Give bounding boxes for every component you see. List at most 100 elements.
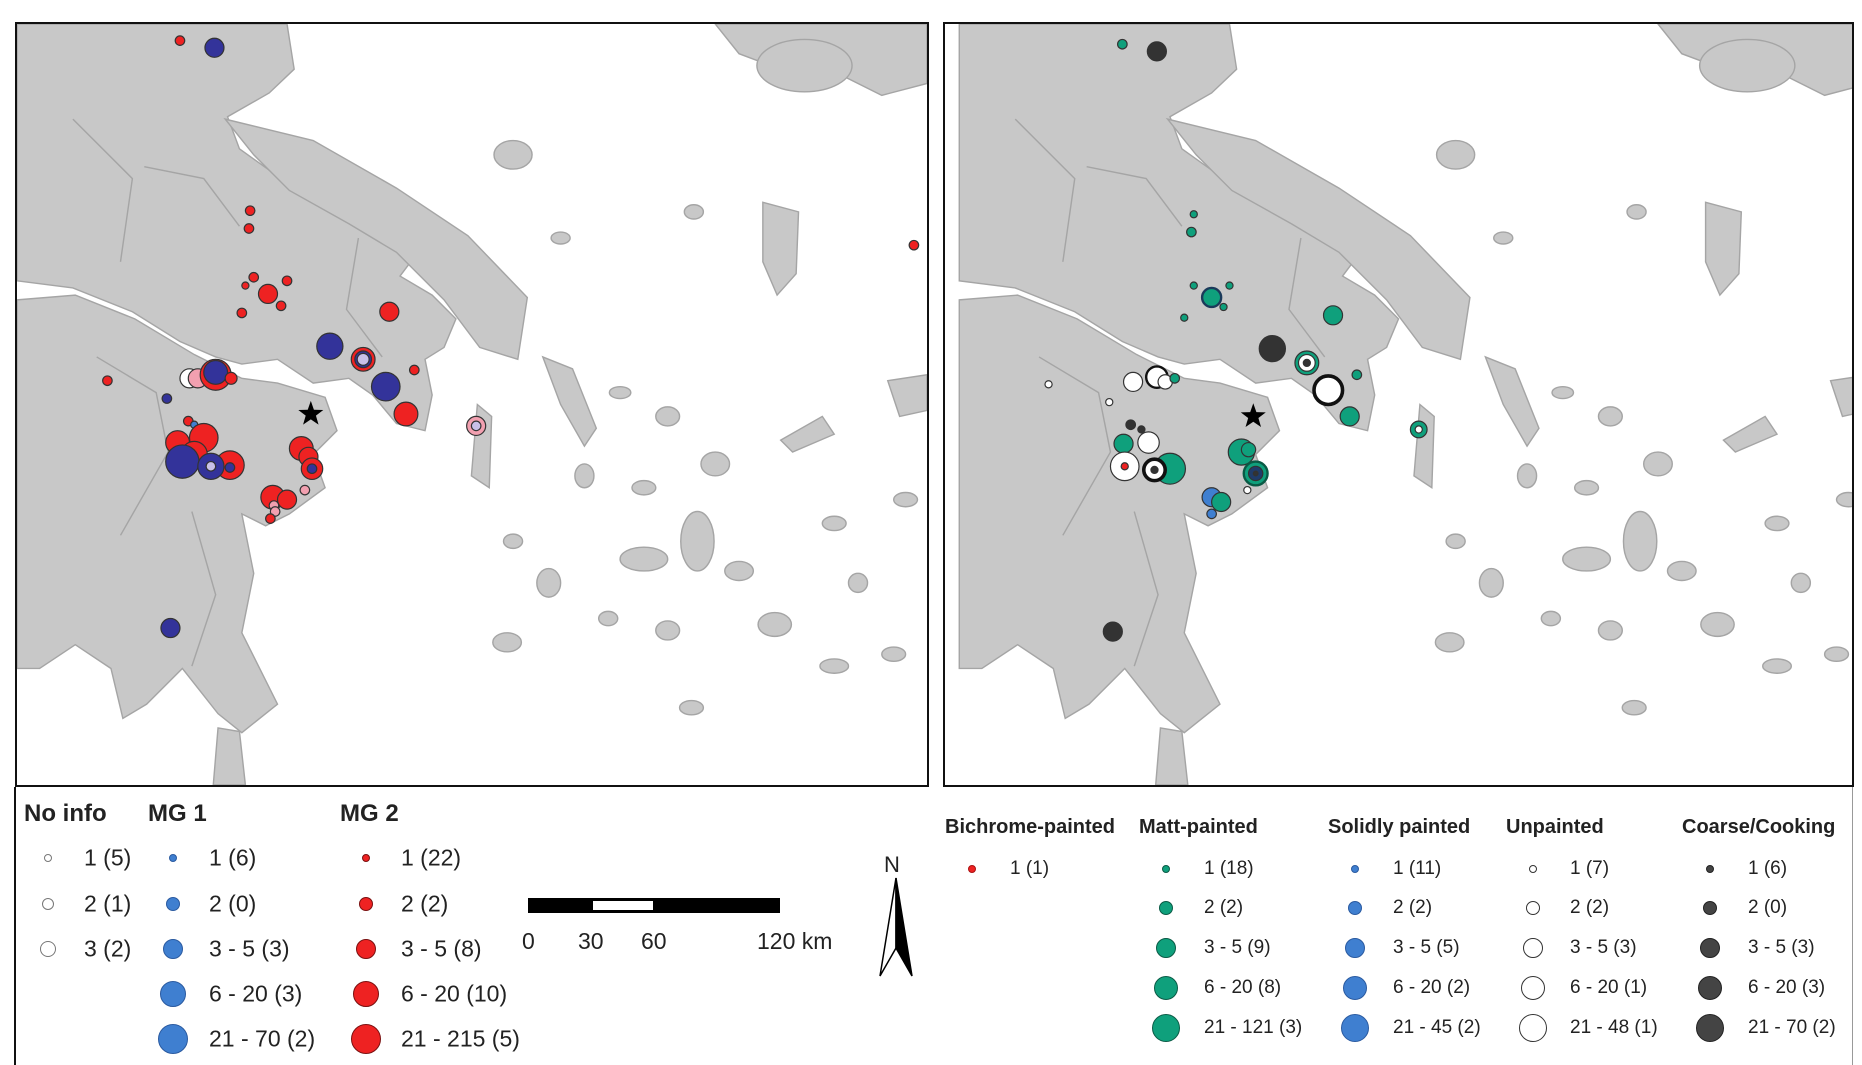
legend-label: 1 (5) <box>84 844 132 871</box>
legend-label: 2 (2) <box>1393 897 1433 918</box>
legend-label: 1 (6) <box>1748 858 1788 879</box>
legend-symbol <box>158 1024 188 1054</box>
site-marker <box>1258 334 1287 363</box>
site-marker <box>1137 431 1160 454</box>
legend-symbol <box>968 865 976 873</box>
legend-group-title: Matt-painted <box>1139 816 1258 838</box>
legend-symbol <box>1700 938 1720 958</box>
legend-label: 1 (22) <box>401 844 462 871</box>
legend-group-title: Coarse/Cooking <box>1682 816 1836 838</box>
site-marker <box>1312 374 1345 407</box>
legend-label: 3 - 5 (8) <box>401 935 482 962</box>
site-marker <box>224 462 236 473</box>
site-marker <box>241 281 250 290</box>
legend-symbol <box>1526 901 1540 915</box>
site-marker <box>379 301 400 322</box>
site-marker <box>908 239 920 251</box>
site-marker <box>1116 38 1128 50</box>
site-marker <box>1186 226 1197 238</box>
legend-symbol <box>1159 901 1173 915</box>
site-marker <box>1125 419 1137 431</box>
legend-label: 6 - 20 (8) <box>1204 977 1282 998</box>
legend-label: 6 - 20 (3) <box>1748 977 1826 998</box>
site-marker <box>205 460 217 472</box>
site-marker <box>1302 358 1312 368</box>
legend-symbol <box>1156 938 1176 958</box>
site-marker <box>243 223 255 234</box>
site-marker <box>1105 397 1114 407</box>
legend-label: 6 - 20 (1) <box>1570 977 1648 998</box>
legend-label: 21 - 70 (2) <box>209 1025 316 1052</box>
legend-symbol <box>1345 938 1365 958</box>
legend-symbol <box>1351 865 1359 873</box>
site-marker <box>1240 441 1257 458</box>
legend-symbol <box>1162 865 1170 873</box>
frame-line <box>14 787 16 1065</box>
site-marker <box>1211 491 1232 513</box>
site-marker <box>1137 425 1146 434</box>
north-label: N <box>884 852 900 877</box>
site-marker <box>224 371 238 385</box>
legend-label: 2 (1) <box>84 890 132 917</box>
legend-symbol <box>160 981 186 1007</box>
scale-bar <box>528 898 780 913</box>
legend-label: 6 - 20 (3) <box>209 980 303 1007</box>
site-marker <box>160 617 181 639</box>
legend-symbol <box>1703 901 1717 915</box>
frame-line <box>1852 787 1853 1065</box>
legend-symbol <box>1523 938 1543 958</box>
site-marker <box>204 37 225 58</box>
legend-symbol <box>1343 976 1367 1000</box>
site-marker <box>1150 465 1159 475</box>
site-marker <box>1339 406 1360 427</box>
legend-symbol <box>169 854 177 862</box>
site-marker <box>1169 372 1181 384</box>
legend-symbol <box>166 897 180 911</box>
legend-label: 3 - 5 (3) <box>1570 937 1637 958</box>
site-marker <box>408 364 420 376</box>
legend-label: 21 - 121 (3) <box>1204 1017 1303 1038</box>
legend-label: 2 (0) <box>1748 897 1788 918</box>
site-marker <box>1414 425 1423 434</box>
site-marker <box>356 352 370 366</box>
legend-symbol <box>1519 1014 1547 1042</box>
legend-group-title: MG 1 <box>148 800 207 827</box>
legend-symbol <box>353 981 379 1007</box>
site-marker <box>236 307 248 319</box>
legend-label: 21 - 70 (2) <box>1748 1017 1836 1038</box>
site-marker <box>265 513 276 525</box>
site-marker <box>203 359 229 385</box>
scale-bar-segment <box>593 901 653 910</box>
scale-label: 60 <box>641 928 667 954</box>
site-marker <box>102 375 113 387</box>
legend-label: 1 (18) <box>1204 858 1254 879</box>
site-marker <box>275 300 287 312</box>
site-marker <box>1102 621 1123 642</box>
site-marker <box>174 35 186 46</box>
legend-label: 3 (2) <box>84 935 132 962</box>
legend-group-title: Unpainted <box>1506 816 1604 838</box>
legend-symbol <box>1521 976 1545 1000</box>
site-marker <box>370 371 401 402</box>
legend-label: 2 (2) <box>1570 897 1610 918</box>
legend-symbol <box>356 939 376 959</box>
site-marker <box>1219 302 1228 312</box>
site-marker <box>161 393 173 404</box>
legend-symbol <box>359 897 373 911</box>
site-marker <box>470 420 482 432</box>
site-marker <box>276 489 298 510</box>
legend-symbol <box>1348 901 1362 915</box>
site-marker <box>1252 470 1259 477</box>
legend-symbol <box>163 939 183 959</box>
scale-label: 120 km <box>757 928 833 954</box>
legend-symbol <box>362 854 370 862</box>
scale-label: 30 <box>578 928 604 954</box>
legend-group-title: Solidly painted <box>1328 816 1471 838</box>
legend-symbol <box>44 854 52 862</box>
site-marker <box>1225 281 1234 290</box>
site-marker <box>1243 485 1252 495</box>
site-marker <box>1113 433 1134 454</box>
site-marker <box>248 271 260 283</box>
legend-label: 6 - 20 (2) <box>1393 977 1471 998</box>
